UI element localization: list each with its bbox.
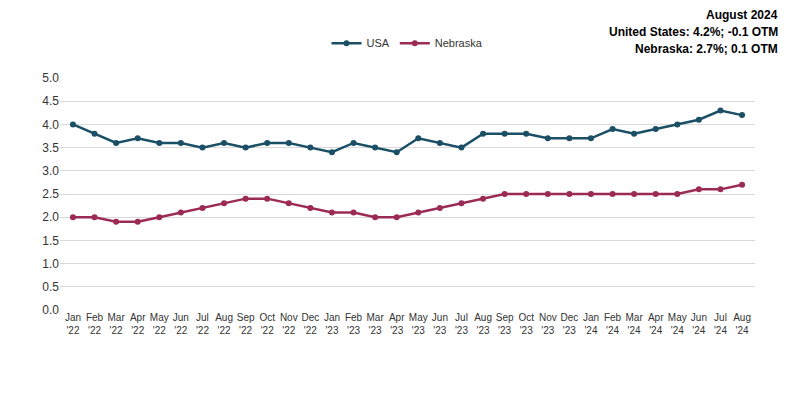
svg-text:0.5: 0.5 [42,280,59,294]
svg-text:Dec'23: Dec'23 [560,312,578,336]
svg-text:Sep'23: Sep'23 [496,312,514,336]
svg-text:May'24: May'24 [668,312,687,336]
svg-text:Jul'24: Jul'24 [714,312,727,336]
svg-text:August 2024: August 2024 [706,8,778,22]
svg-text:1.5: 1.5 [42,234,59,248]
svg-text:4.5: 4.5 [42,94,59,108]
svg-text:Apr'22: Apr'22 [130,312,146,336]
svg-text:Jan'24: Jan'24 [583,312,599,336]
svg-text:Aug'24: Aug'24 [733,312,751,336]
svg-text:3.5: 3.5 [42,141,59,155]
svg-text:Jan'23: Jan'23 [324,312,340,336]
svg-text:Mar'22: Mar'22 [108,312,126,336]
svg-text:4.0: 4.0 [42,118,59,132]
svg-text:Nebraska: 2.7%; 0.1 OTM: Nebraska: 2.7%; 0.1 OTM [635,42,778,56]
svg-text:USA: USA [367,37,390,49]
svg-text:Dec'22: Dec'22 [301,312,319,336]
svg-text:Aug'23: Aug'23 [474,312,492,336]
svg-text:5.0: 5.0 [42,71,59,85]
svg-text:Sep'22: Sep'22 [237,312,255,336]
svg-text:Nov'23: Nov'23 [539,312,557,336]
svg-text:Aug'22: Aug'22 [215,312,233,336]
svg-text:Jun'24: Jun'24 [691,312,707,336]
svg-text:Jun'23: Jun'23 [432,312,448,336]
svg-text:United States: 4.2%; -0.1 OTM: United States: 4.2%; -0.1 OTM [609,25,778,39]
svg-text:Jan'22: Jan'22 [65,312,81,336]
svg-text:0.0: 0.0 [42,303,59,317]
svg-text:May'23: May'23 [409,312,428,336]
svg-text:Mar'23: Mar'23 [367,312,385,336]
svg-text:May'22: May'22 [150,312,169,336]
svg-text:Jul'22: Jul'22 [196,312,209,336]
svg-text:Jun'22: Jun'22 [173,312,189,336]
svg-text:Jul'23: Jul'23 [455,312,468,336]
svg-text:Feb'24: Feb'24 [604,312,622,336]
svg-text:Feb'22: Feb'22 [86,312,104,336]
svg-text:Apr'23: Apr'23 [389,312,405,336]
svg-text:2.0: 2.0 [42,210,59,224]
svg-text:Oct'22: Oct'22 [259,312,275,336]
svg-text:3.0: 3.0 [42,164,59,178]
svg-text:Nebraska: Nebraska [435,37,483,49]
svg-text:Nov'22: Nov'22 [280,312,298,336]
svg-text:Oct'23: Oct'23 [518,312,534,336]
svg-text:Feb'23: Feb'23 [345,312,363,336]
svg-text:Apr'24: Apr'24 [648,312,664,336]
svg-text:1.0: 1.0 [42,257,59,271]
svg-text:Mar'24: Mar'24 [626,312,644,336]
svg-text:2.5: 2.5 [42,187,59,201]
